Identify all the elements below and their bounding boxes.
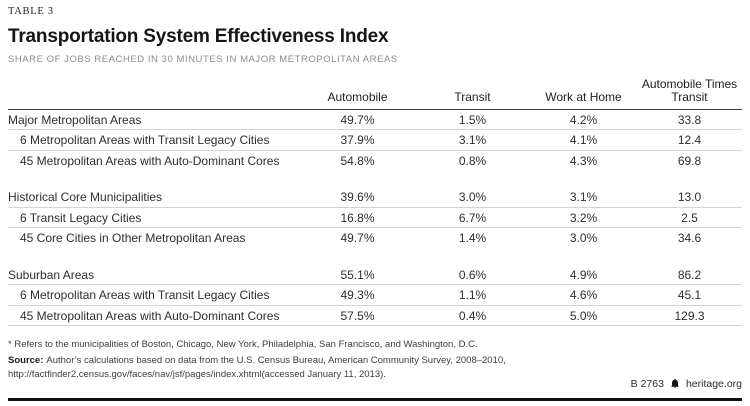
heritage-bell-icon <box>669 378 681 390</box>
cell-automobile: 49.7% <box>340 231 375 246</box>
row-label: Historical Core Municipalities <box>8 190 163 205</box>
column-header-work-at-home: Work at Home <box>545 90 622 105</box>
cell-automobile: 16.8% <box>340 210 375 225</box>
table-row: Major Metropolitan Areas 49.7% 1.5% 4.2%… <box>8 110 742 131</box>
row-label: 6 Metropolitan Areas with Transit Legacy… <box>20 133 270 148</box>
table-row: 45 Metropolitan Areas with Auto-Dominant… <box>8 151 742 171</box>
bottom-rule <box>8 398 742 401</box>
source-label: Source: <box>8 355 44 367</box>
table-row: Suburban Areas 55.1% 0.6% 4.9% 86.2 <box>8 265 742 286</box>
cell-automobile-times-transit: 33.8 <box>677 112 702 127</box>
table-row: 6 Transit Legacy Cities 16.8% 6.7% 3.2% … <box>8 208 742 229</box>
table-row: 6 Metropolitan Areas with Transit Legacy… <box>8 285 742 306</box>
cell-automobile: 39.6% <box>340 190 375 205</box>
cell-automobile-times-transit: 12.4 <box>677 133 702 148</box>
table-group-suburban-areas: Suburban Areas 55.1% 0.6% 4.9% 86.2 6 Me… <box>8 265 742 327</box>
cell-automobile: 57.5% <box>340 308 375 323</box>
cell-work-at-home: 4.9% <box>569 267 598 282</box>
column-header-automobile: Automobile <box>327 90 388 105</box>
cell-transit: 0.4% <box>458 308 487 323</box>
row-label: Major Metropolitan Areas <box>8 112 142 127</box>
document-footer: B 2763 heritage.org <box>631 378 742 390</box>
cell-work-at-home: 3.2% <box>569 210 598 225</box>
cell-transit: 0.6% <box>458 267 487 282</box>
cell-automobile-times-transit: 69.8 <box>677 153 702 168</box>
table-row: 45 Core Cities in Other Metropolitan Are… <box>8 228 742 248</box>
source-note: Source: Author’s calculations based on da… <box>8 354 708 382</box>
cell-automobile: 37.9% <box>340 133 375 148</box>
cell-transit: 1.4% <box>458 231 487 246</box>
cell-automobile-times-transit: 86.2 <box>677 267 702 282</box>
cell-automobile: 49.3% <box>340 288 375 303</box>
table-header-row: Automobile Transit Work at Home Automobi… <box>8 77 742 110</box>
cell-work-at-home: 3.1% <box>569 190 598 205</box>
cell-automobile: 55.1% <box>340 267 375 282</box>
cell-automobile-times-transit: 2.5 <box>681 210 698 225</box>
row-label: 45 Metropolitan Areas with Auto-Dominant… <box>20 308 280 323</box>
column-header-transit: Transit <box>454 90 491 105</box>
document-code: B 2763 <box>630 378 664 390</box>
cell-work-at-home: 4.1% <box>569 133 598 148</box>
cell-transit: 6.7% <box>458 210 487 225</box>
cell-transit: 0.8% <box>458 153 487 168</box>
source-text: Author’s calculations based on data from… <box>8 355 506 381</box>
table-group-major-metropolitan-areas: Major Metropolitan Areas 49.7% 1.5% 4.2%… <box>8 110 742 171</box>
table-row: 6 Metropolitan Areas with Transit Legacy… <box>8 130 742 151</box>
footnote: * Refers to the municipalities of Boston… <box>8 339 478 351</box>
cell-work-at-home: 5.0% <box>569 308 598 323</box>
row-label: 6 Transit Legacy Cities <box>20 210 142 225</box>
table-number-eyebrow: TABLE 3 <box>8 6 54 17</box>
table-group-historical-core-municipalities: Historical Core Municipalities 39.6% 3.0… <box>8 187 742 248</box>
cell-work-at-home: 3.0% <box>569 231 598 246</box>
cell-automobile-times-transit: 45.1 <box>677 288 702 303</box>
row-label: Suburban Areas <box>8 267 95 282</box>
table-body: Major Metropolitan Areas 49.7% 1.5% 4.2%… <box>8 110 742 327</box>
cell-automobile-times-transit: 129.3 <box>674 308 705 323</box>
site-name: heritage.org <box>685 378 742 390</box>
page-subtitle: SHARE OF JOBS REACHED IN 30 MINUTES IN M… <box>8 54 398 65</box>
row-label: 6 Metropolitan Areas with Transit Legacy… <box>20 288 270 303</box>
cell-work-at-home: 4.3% <box>569 153 598 168</box>
page-title: Transportation System Effectiveness Inde… <box>8 26 389 47</box>
table-row: Historical Core Municipalities 39.6% 3.0… <box>8 187 742 208</box>
cell-transit: 3.0% <box>458 190 487 205</box>
cell-automobile-times-transit: 34.6 <box>677 231 702 246</box>
row-label: 45 Core Cities in Other Metropolitan Are… <box>20 231 246 246</box>
row-label: 45 Metropolitan Areas with Auto-Dominant… <box>20 153 280 168</box>
cell-transit: 1.1% <box>458 288 487 303</box>
cell-transit: 3.1% <box>458 133 487 148</box>
table-row: 45 Metropolitan Areas with Auto-Dominant… <box>8 306 742 327</box>
cell-automobile-times-transit: 13.0 <box>677 190 702 205</box>
cell-work-at-home: 4.6% <box>569 288 598 303</box>
column-header-automobile-times-transit: Automobile Times Transit <box>641 77 738 105</box>
cell-work-at-home: 4.2% <box>569 112 598 127</box>
cell-automobile: 54.8% <box>340 153 375 168</box>
cell-transit: 1.5% <box>458 112 487 127</box>
cell-automobile: 49.7% <box>340 112 375 127</box>
